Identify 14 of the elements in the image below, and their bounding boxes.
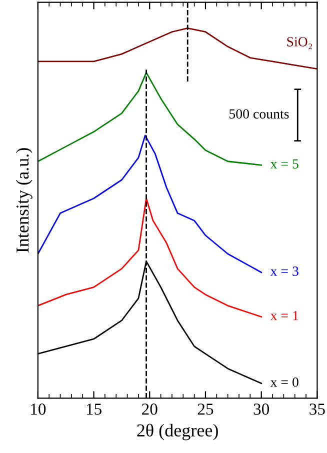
- x-tick-label: 20: [142, 404, 158, 415]
- y-axis-title: Intensity (a.u.): [16, 148, 32, 252]
- x-tick-label: 30: [254, 404, 270, 415]
- x-tick-label: 35: [310, 404, 325, 415]
- series-label: SiO₂: [287, 37, 312, 50]
- x-tick-label: 25: [198, 404, 214, 415]
- series-label: x = 1: [270, 310, 298, 320]
- x-tick-label: 10: [31, 404, 46, 415]
- series-label: x = 3: [270, 266, 298, 276]
- x-axis-title: 2θ (degree): [137, 424, 218, 440]
- annotation: 500 counts: [230, 109, 289, 119]
- series-label: x = 0: [270, 377, 298, 387]
- series-label: x = 5: [270, 159, 298, 169]
- x-tick-label: 15: [86, 404, 102, 415]
